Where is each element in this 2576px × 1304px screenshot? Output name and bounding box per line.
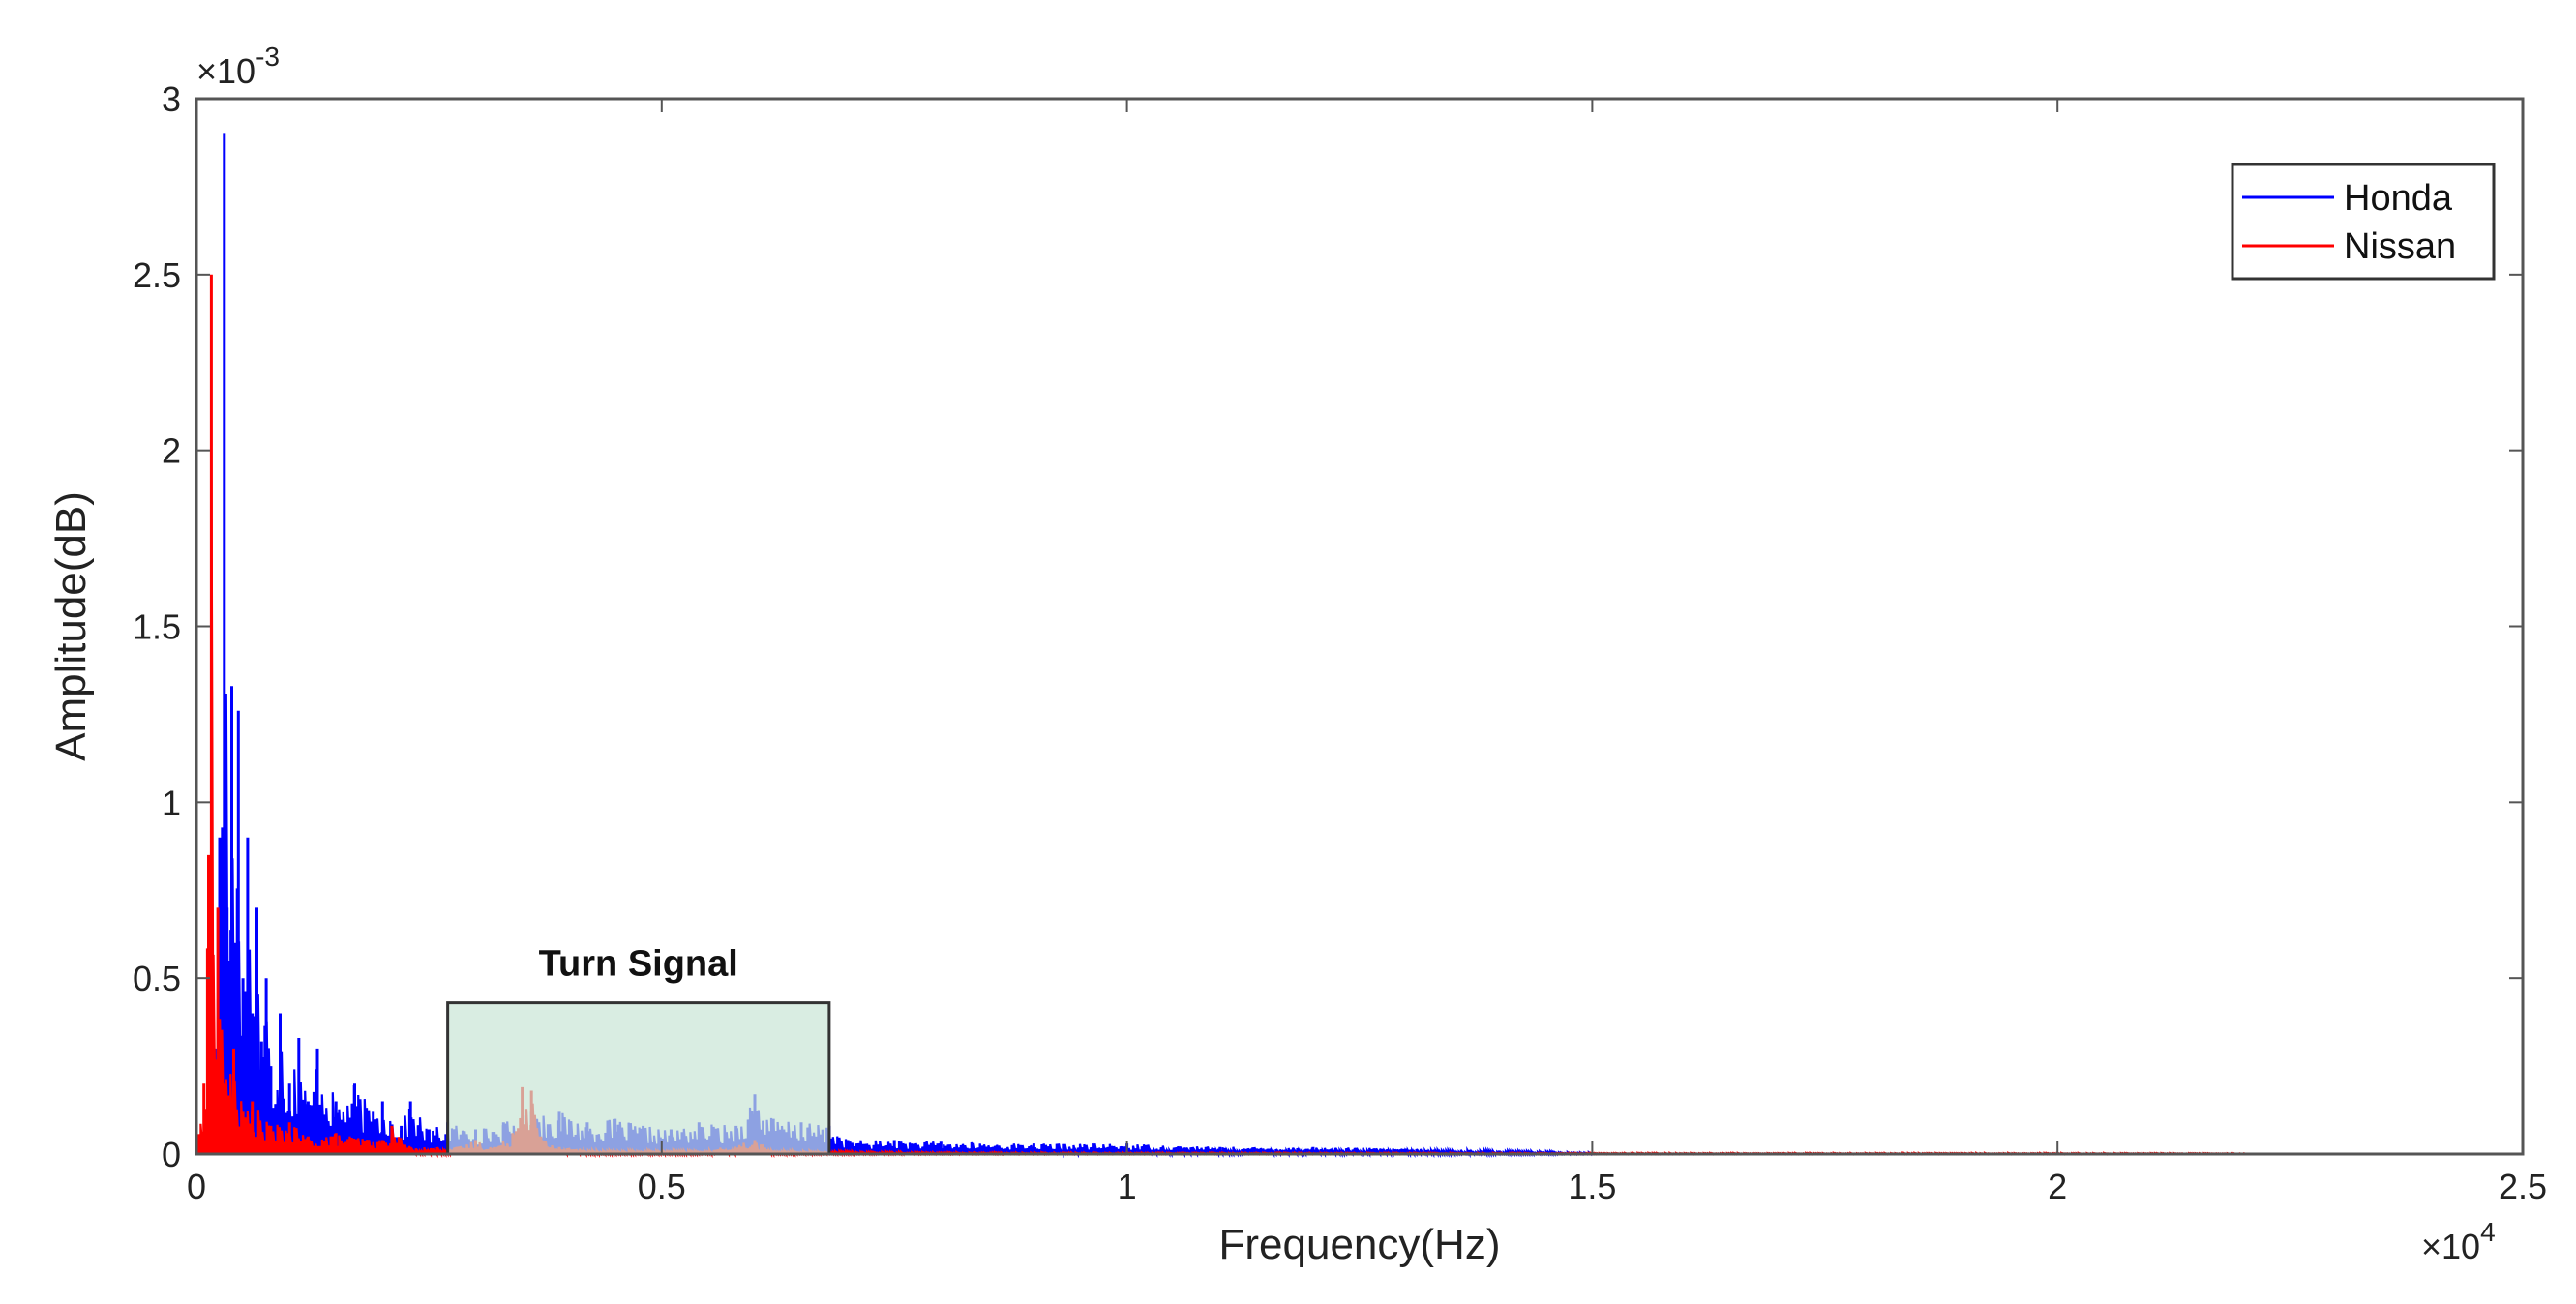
y-tick-label: 1.5 [133, 608, 181, 647]
legend: Honda Nissan [2231, 163, 2496, 281]
legend-label-nissan: Nissan [2344, 226, 2456, 267]
y-tick-label: 1 [162, 783, 181, 822]
legend-label-honda: Honda [2344, 178, 2453, 219]
y-axis-label: Amplitude(dB) [47, 491, 95, 761]
turn-signal-label: Turn Signal [539, 944, 738, 985]
turn-signal-box [446, 1001, 831, 1156]
y-tick-label: 3 [162, 79, 181, 119]
ticks-layer: 0 0.5 1 1.5 2 2.5 0 0.5 1 1.5 2 2.5 3 [133, 79, 2547, 1206]
annotation-layer: Turn Signal [446, 944, 831, 1156]
x-tick-label: 2.5 [2499, 1167, 2547, 1206]
x-tick-label: 1.5 [1568, 1167, 1616, 1206]
x-tick-label: 0 [187, 1167, 206, 1206]
y-exponent-power: -3 [255, 42, 280, 72]
y-tick-label: 2 [162, 431, 181, 471]
x-axis-label: Frequency(Hz) [1219, 1221, 1501, 1268]
plot-area [196, 99, 2523, 1154]
y-tick-label: 2.5 [133, 255, 181, 295]
x-tick-label: 2 [2048, 1167, 2067, 1206]
x-exponent-power: 4 [2480, 1217, 2496, 1247]
x-tick-label: 1 [1118, 1167, 1137, 1206]
x-tick-label: 0.5 [638, 1167, 686, 1206]
y-tick-label: 0.5 [133, 959, 181, 998]
legend-box [2231, 163, 2496, 281]
y-tick-label: 0 [162, 1135, 181, 1174]
